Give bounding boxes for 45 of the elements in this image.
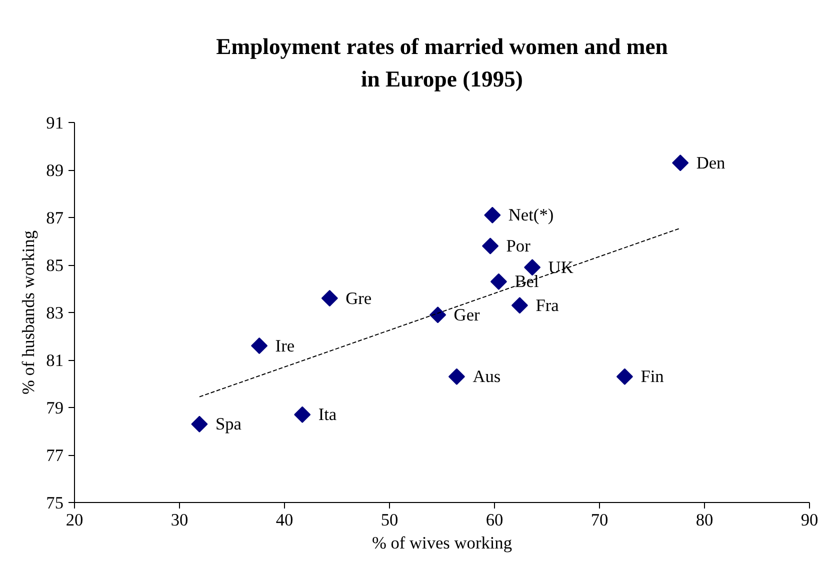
point xyxy=(321,290,338,307)
point xyxy=(191,416,208,432)
x-tick-label: 80 xyxy=(696,510,714,530)
y-tick-label: 85 xyxy=(46,256,64,275)
x-tick-label: 30 xyxy=(170,510,188,530)
x-tick-label: 90 xyxy=(800,510,818,530)
annotation: Ita xyxy=(318,405,337,424)
x-tick-label: 60 xyxy=(486,510,504,530)
annotation: Fin xyxy=(640,367,664,386)
y-axis-title: % of husbands working xyxy=(19,230,38,395)
point xyxy=(616,368,633,385)
point xyxy=(490,273,507,290)
annotation: Fra xyxy=(536,296,560,315)
annotation: Gre xyxy=(346,288,372,308)
x-axis-title: % of wives working xyxy=(372,534,512,552)
y-tick-label: 75 xyxy=(46,494,64,512)
point xyxy=(484,206,501,224)
y-tick-label: 79 xyxy=(46,398,64,418)
point xyxy=(672,154,689,172)
x-tick-label: 70 xyxy=(590,510,608,530)
annotation: Den xyxy=(696,153,726,172)
point xyxy=(448,368,465,385)
x-tick-label: 50 xyxy=(380,510,398,530)
y-tick-label: 77 xyxy=(46,446,64,465)
point xyxy=(430,306,446,324)
y-tick-label: 87 xyxy=(46,208,64,228)
x-tick-label: 20 xyxy=(66,510,84,530)
annotation: Ger xyxy=(454,305,480,324)
annotation: Ire xyxy=(275,336,295,356)
y-tick-label: 91 xyxy=(46,114,64,132)
y-tick-label: 89 xyxy=(46,161,64,180)
point xyxy=(482,238,499,254)
y-tick-label: 81 xyxy=(46,351,64,370)
annotation: Por xyxy=(506,236,531,256)
annotation: Net(*) xyxy=(508,206,554,225)
annotation: Spa xyxy=(215,414,242,434)
x-tick-label: 40 xyxy=(276,510,294,530)
annotation: Aus xyxy=(472,367,501,386)
point xyxy=(251,337,268,354)
point xyxy=(511,297,528,314)
y-tick-label: 83 xyxy=(46,304,64,322)
annotation: UK xyxy=(548,258,574,277)
chart-title: Employment rates of married women and men in Europe (1995) xyxy=(216,34,668,92)
point xyxy=(524,259,541,276)
point xyxy=(294,406,311,423)
